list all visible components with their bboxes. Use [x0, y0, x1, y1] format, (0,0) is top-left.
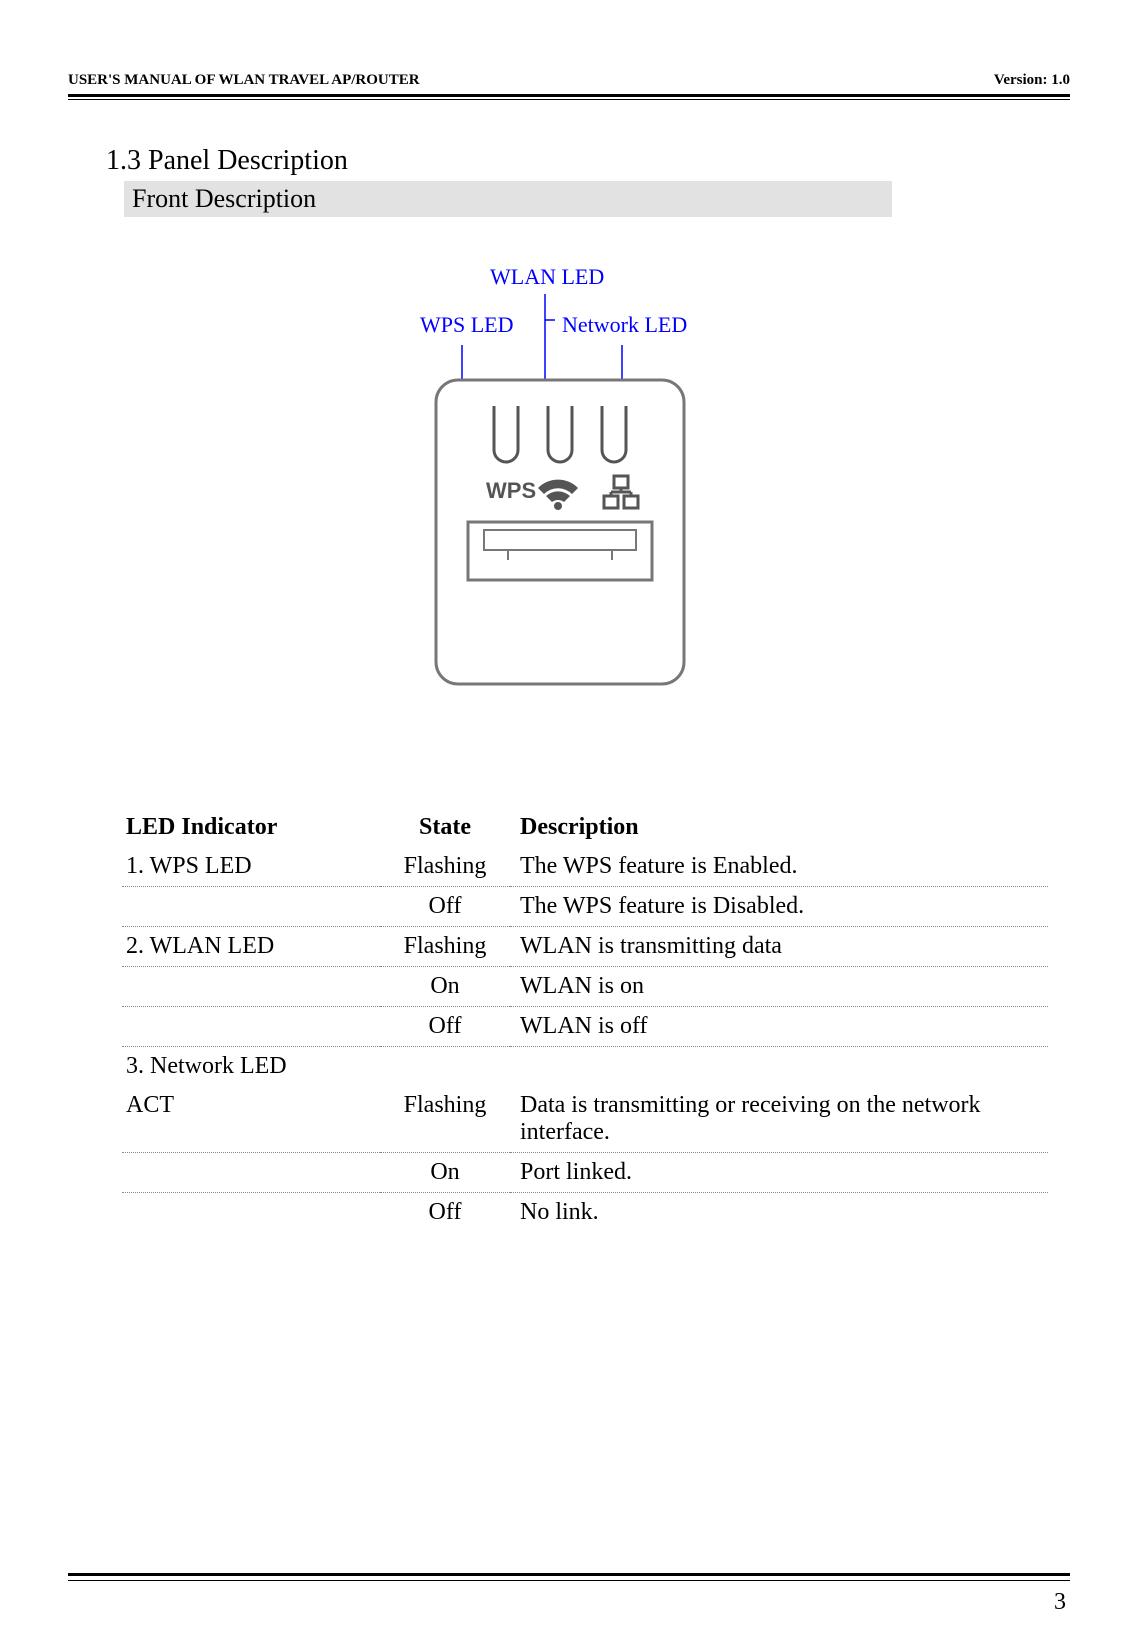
diagram: WLAN LED WPS LED Network LED	[0, 250, 1138, 730]
wps-text: WPS	[486, 478, 536, 503]
table-row: 3. Network LED	[122, 1047, 1048, 1087]
cell-indicator	[122, 887, 380, 927]
cell-state: Off	[380, 1193, 510, 1233]
header-left: USER'S MANUAL OF WLAN TRAVEL AP/ROUTER	[68, 72, 420, 89]
led-table: LED Indicator State Description 1. WPS L…	[122, 808, 1048, 1232]
cell-description: WLAN is on	[510, 967, 1048, 1007]
table-row: OnPort linked.	[122, 1153, 1048, 1193]
subsection-bar: Front Description	[124, 181, 892, 217]
col-header-description: Description	[510, 808, 1048, 847]
section-heading: 1.3 Panel Description	[106, 145, 348, 177]
cell-indicator: ACT	[122, 1086, 380, 1153]
cell-description: The WPS feature is Disabled.	[510, 887, 1048, 927]
header-rule-thin	[68, 99, 1070, 100]
cell-state: Flashing	[380, 927, 510, 967]
table-row: OnWLAN is on	[122, 967, 1048, 1007]
cell-state: On	[380, 967, 510, 1007]
cell-description: Data is transmitting or receiving on the…	[510, 1086, 1048, 1153]
col-header-indicator: LED Indicator	[122, 808, 380, 847]
cell-description	[510, 1047, 1048, 1087]
cell-state: Off	[380, 887, 510, 927]
footer-rule-thin	[68, 1580, 1070, 1581]
cell-state: On	[380, 1153, 510, 1193]
cell-description: The WPS feature is Enabled.	[510, 847, 1048, 887]
page: USER'S MANUAL OF WLAN TRAVEL AP/ROUTER V…	[0, 0, 1138, 1652]
cell-indicator: 3. Network LED	[122, 1047, 380, 1087]
cell-indicator	[122, 1007, 380, 1047]
cell-indicator: 2. WLAN LED	[122, 927, 380, 967]
table-row: ACTFlashingData is transmitting or recei…	[122, 1086, 1048, 1153]
header-right: Version: 1.0	[994, 72, 1070, 89]
cell-indicator	[122, 967, 380, 1007]
cell-state: Off	[380, 1007, 510, 1047]
subsection-title: Front Description	[132, 184, 316, 214]
cell-state	[380, 1047, 510, 1087]
device-illustration: WPS	[428, 372, 692, 692]
footer-rule-thick	[68, 1573, 1070, 1576]
cell-description: WLAN is off	[510, 1007, 1048, 1047]
cell-state: Flashing	[380, 847, 510, 887]
table-row: 1. WPS LEDFlashingThe WPS feature is Ena…	[122, 847, 1048, 887]
page-header: USER'S MANUAL OF WLAN TRAVEL AP/ROUTER V…	[68, 72, 1070, 89]
cell-description: No link.	[510, 1193, 1048, 1233]
cell-indicator	[122, 1193, 380, 1233]
cell-description: Port linked.	[510, 1153, 1048, 1193]
cell-state: Flashing	[380, 1086, 510, 1153]
table-row: OffNo link.	[122, 1193, 1048, 1233]
page-number: 3	[1054, 1589, 1066, 1616]
table-row: 2. WLAN LEDFlashingWLAN is transmitting …	[122, 927, 1048, 967]
table-header-row: LED Indicator State Description	[122, 808, 1048, 847]
col-header-state: State	[380, 808, 510, 847]
table-row: OffThe WPS feature is Disabled.	[122, 887, 1048, 927]
cell-indicator: 1. WPS LED	[122, 847, 380, 887]
header-rule-thick	[68, 94, 1070, 97]
cell-indicator	[122, 1153, 380, 1193]
table-row: OffWLAN is off	[122, 1007, 1048, 1047]
cell-description: WLAN is transmitting data	[510, 927, 1048, 967]
